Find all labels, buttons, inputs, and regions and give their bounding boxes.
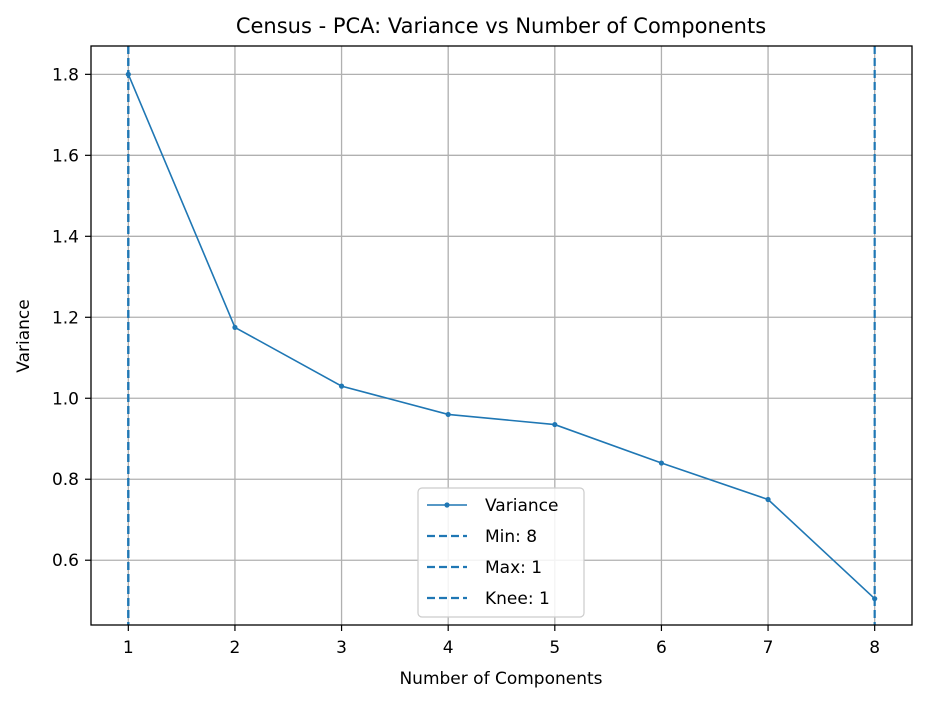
- legend-label: Min: 8: [485, 527, 537, 547]
- legend-marker-variance: [444, 502, 450, 508]
- legend-label: Knee: 1: [485, 589, 550, 609]
- plot-frame: [90, 45, 913, 626]
- x-axis: 1 2 3 4 5 6 7 8: [123, 625, 880, 658]
- variance-point: [125, 71, 131, 77]
- x-tick-label: 5: [549, 638, 560, 658]
- legend-label: Variance: [485, 496, 558, 516]
- y-tick-label: 0.6: [52, 551, 79, 571]
- x-tick-label: 6: [656, 638, 667, 658]
- variance-point: [232, 324, 238, 331]
- y-tick-label: 1.8: [52, 65, 79, 85]
- y-axis-label: Variance: [14, 299, 34, 372]
- x-tick-label: 8: [869, 638, 880, 658]
- y-tick-label: 1.0: [52, 389, 79, 409]
- y-tick-label: 1.2: [52, 308, 79, 328]
- y-tick-label: 0.8: [52, 470, 79, 490]
- variance-point: [658, 460, 665, 466]
- legend-box: [417, 487, 585, 618]
- variance-point: [445, 411, 451, 418]
- variance-point: [338, 383, 345, 389]
- y-tick-label: 1.4: [52, 227, 79, 247]
- x-tick-label: 3: [336, 638, 347, 658]
- x-tick-label: 4: [443, 638, 454, 658]
- legend: Variance Min: 8 Max: 1 Knee: 1: [417, 487, 585, 618]
- series-group: [125, 71, 878, 602]
- variance-point: [872, 596, 878, 602]
- x-tick-label: 7: [763, 638, 774, 658]
- variance-point: [552, 421, 558, 428]
- variance-point: [765, 496, 771, 503]
- x-tick-label: 2: [230, 638, 241, 658]
- chart-title: Census - PCA: Variance vs Number of Comp…: [236, 14, 766, 38]
- x-axis-label: Number of Components: [399, 669, 602, 689]
- variance-line: [127, 74, 876, 600]
- y-tick-label: 1.6: [52, 146, 79, 166]
- x-tick-label: 1: [123, 638, 134, 658]
- y-axis: 0.6 0.8 1.0 1.2 1.4 1.6 1.8: [52, 65, 91, 571]
- vertical-lines: [127, 46, 876, 625]
- legend-label: Max: 1: [485, 558, 542, 578]
